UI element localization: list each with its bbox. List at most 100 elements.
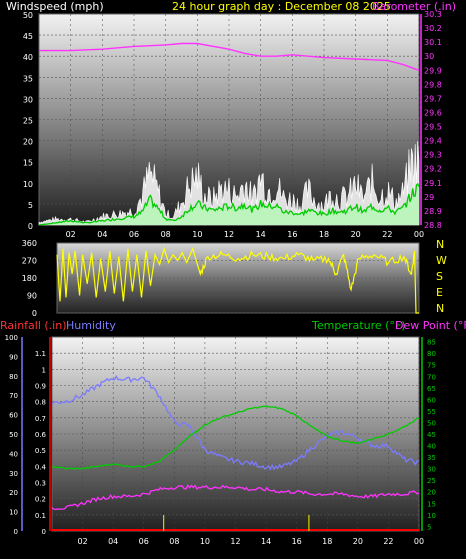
legend-dew-point: Dew Point (°F) [395,319,466,332]
windspeed-tick-label: 45 [23,32,33,41]
humidity-tick-label: 70 [9,392,18,400]
barometer-axis-title: Barometer (.in) [372,0,456,13]
rainfall-tick-label: 1.1 [35,350,46,358]
temperature-tick-label: 50 [427,419,436,427]
temperature-tick-label: 20 [427,489,436,497]
direction-tick-label: 90 [27,292,37,301]
windspeed-axis-title: Windspeed (mph) [6,0,104,13]
humidity-tick-label: 10 [9,509,18,517]
climate-x-tick-label: 08 [169,537,179,546]
temperature-tick-label: 25 [427,477,436,485]
wind-direction-series [56,246,419,314]
barometer-tick-label: 29 [424,193,434,202]
barometer-tick-label: 29.8 [424,80,442,89]
barometer-tick-label: 29.4 [424,137,442,146]
climate-x-tick-label: 00 [414,537,424,546]
dew-point-series [51,484,420,511]
wind-gust-series [38,141,420,226]
climate-x-tick-label: 22 [383,537,393,546]
rainfall-tick-label: 0.1 [35,512,46,520]
windspeed-tick-label: 40 [23,53,33,62]
climate-x-tick-label: 02 [77,537,87,546]
windspeed-tick-label: 20 [23,138,33,147]
wind-x-tick-label: 02 [66,230,76,239]
windspeed-tick-label: 15 [23,159,33,168]
climate-x-tick-label: 12 [230,537,240,546]
barometer-tick-label: 30.3 [424,10,442,19]
wind-x-tick-label: 08 [161,230,171,239]
temperature-series [51,405,419,470]
barometer-tick-label: 30 [424,52,434,61]
barometer-tick-label: 28.9 [424,207,442,216]
temperature-tick-label: 10 [427,512,436,520]
wind-x-tick-label: 06 [129,230,139,239]
legend-humidity: Humidity [66,319,116,332]
humidity-tick-label: 80 [9,373,18,381]
barometer-tick-label: 30.2 [424,24,442,33]
humidity-tick-label: 60 [9,412,18,420]
compass-label: E [436,286,443,299]
rainfall-tick-label: 0.3 [35,480,46,488]
wind-x-tick-label: 10 [192,230,202,239]
temperature-tick-label: 5 [427,523,431,531]
rainfall-tick-label: 0.5 [35,447,46,455]
temperature-tick-label: 35 [427,454,436,462]
windspeed-tick-label: 35 [23,74,33,83]
temperature-tick-label: 40 [427,443,436,451]
direction-tick-label: 0 [32,309,37,318]
barometer-tick-label: 29.3 [424,151,442,160]
climate-x-tick-label: 14 [261,537,271,546]
wind-x-tick-label: 04 [97,230,107,239]
wind-average-fill [39,183,419,225]
climate-x-tick-label: 10 [200,537,210,546]
temperature-tick-label: 55 [427,408,436,416]
barometer-series [39,42,420,71]
temperature-tick-label: 45 [427,431,436,439]
rainfall-tick-label: 0.6 [35,431,47,439]
direction-tick-label: 360 [22,239,37,248]
barometer-tick-label: 30.1 [424,38,442,47]
temperature-tick-label: 85 [427,339,436,347]
direction-tick-label: 180 [22,274,37,283]
chart-title: 24 hour graph day : December 08 2025 [172,0,391,13]
rainfall-tick-label: 0.8 [35,399,46,407]
wind-x-tick-label: 12 [224,230,234,239]
barometer-tick-label: 29.7 [424,94,442,103]
windspeed-tick-label: 0 [28,222,33,231]
temperature-tick-label: 65 [427,385,436,393]
humidity-tick-label: 20 [9,489,18,497]
barometer-tick-label: 28.8 [424,221,442,230]
humidity-tick-label: 40 [9,450,18,458]
wind-x-tick-label: 14 [256,230,266,239]
rainfall-tick-label: 0.9 [35,383,46,391]
climate-x-tick-label: 06 [139,537,149,546]
climate-x-tick-label: 20 [353,537,363,546]
legend-rainfall: Rainfall (.in) [0,319,67,332]
barometer-tick-label: 29.9 [424,66,442,75]
wind-x-tick-label: 22 [382,230,392,239]
wind-x-tick-label: 20 [351,230,361,239]
temperature-tick-label: 75 [427,362,436,370]
barometer-tick-label: 29.1 [424,179,442,188]
rainfall-tick-label: 0.7 [35,415,46,423]
compass-label: N [436,302,444,315]
windspeed-tick-label: 30 [23,95,33,104]
wind-x-tick-label: 16 [287,230,297,239]
temperature-tick-label: 80 [427,350,436,358]
climate-x-tick-label: 04 [108,537,118,546]
temperature-tick-label: 30 [427,466,436,474]
windspeed-tick-label: 50 [23,11,33,20]
compass-label: N [436,238,444,251]
barometer-tick-label: 29.2 [424,165,442,174]
wind-average-series [38,182,420,226]
rainfall-tick-label: 0.4 [35,463,47,471]
windspeed-tick-label: 5 [28,201,33,210]
compass-label: S [436,270,443,283]
wind-x-tick-label: 00 [414,230,424,239]
temperature-tick-label: 15 [427,500,436,508]
humidity-tick-label: 100 [5,334,18,342]
windspeed-tick-label: 25 [23,117,33,126]
compass-label: W [436,254,447,267]
